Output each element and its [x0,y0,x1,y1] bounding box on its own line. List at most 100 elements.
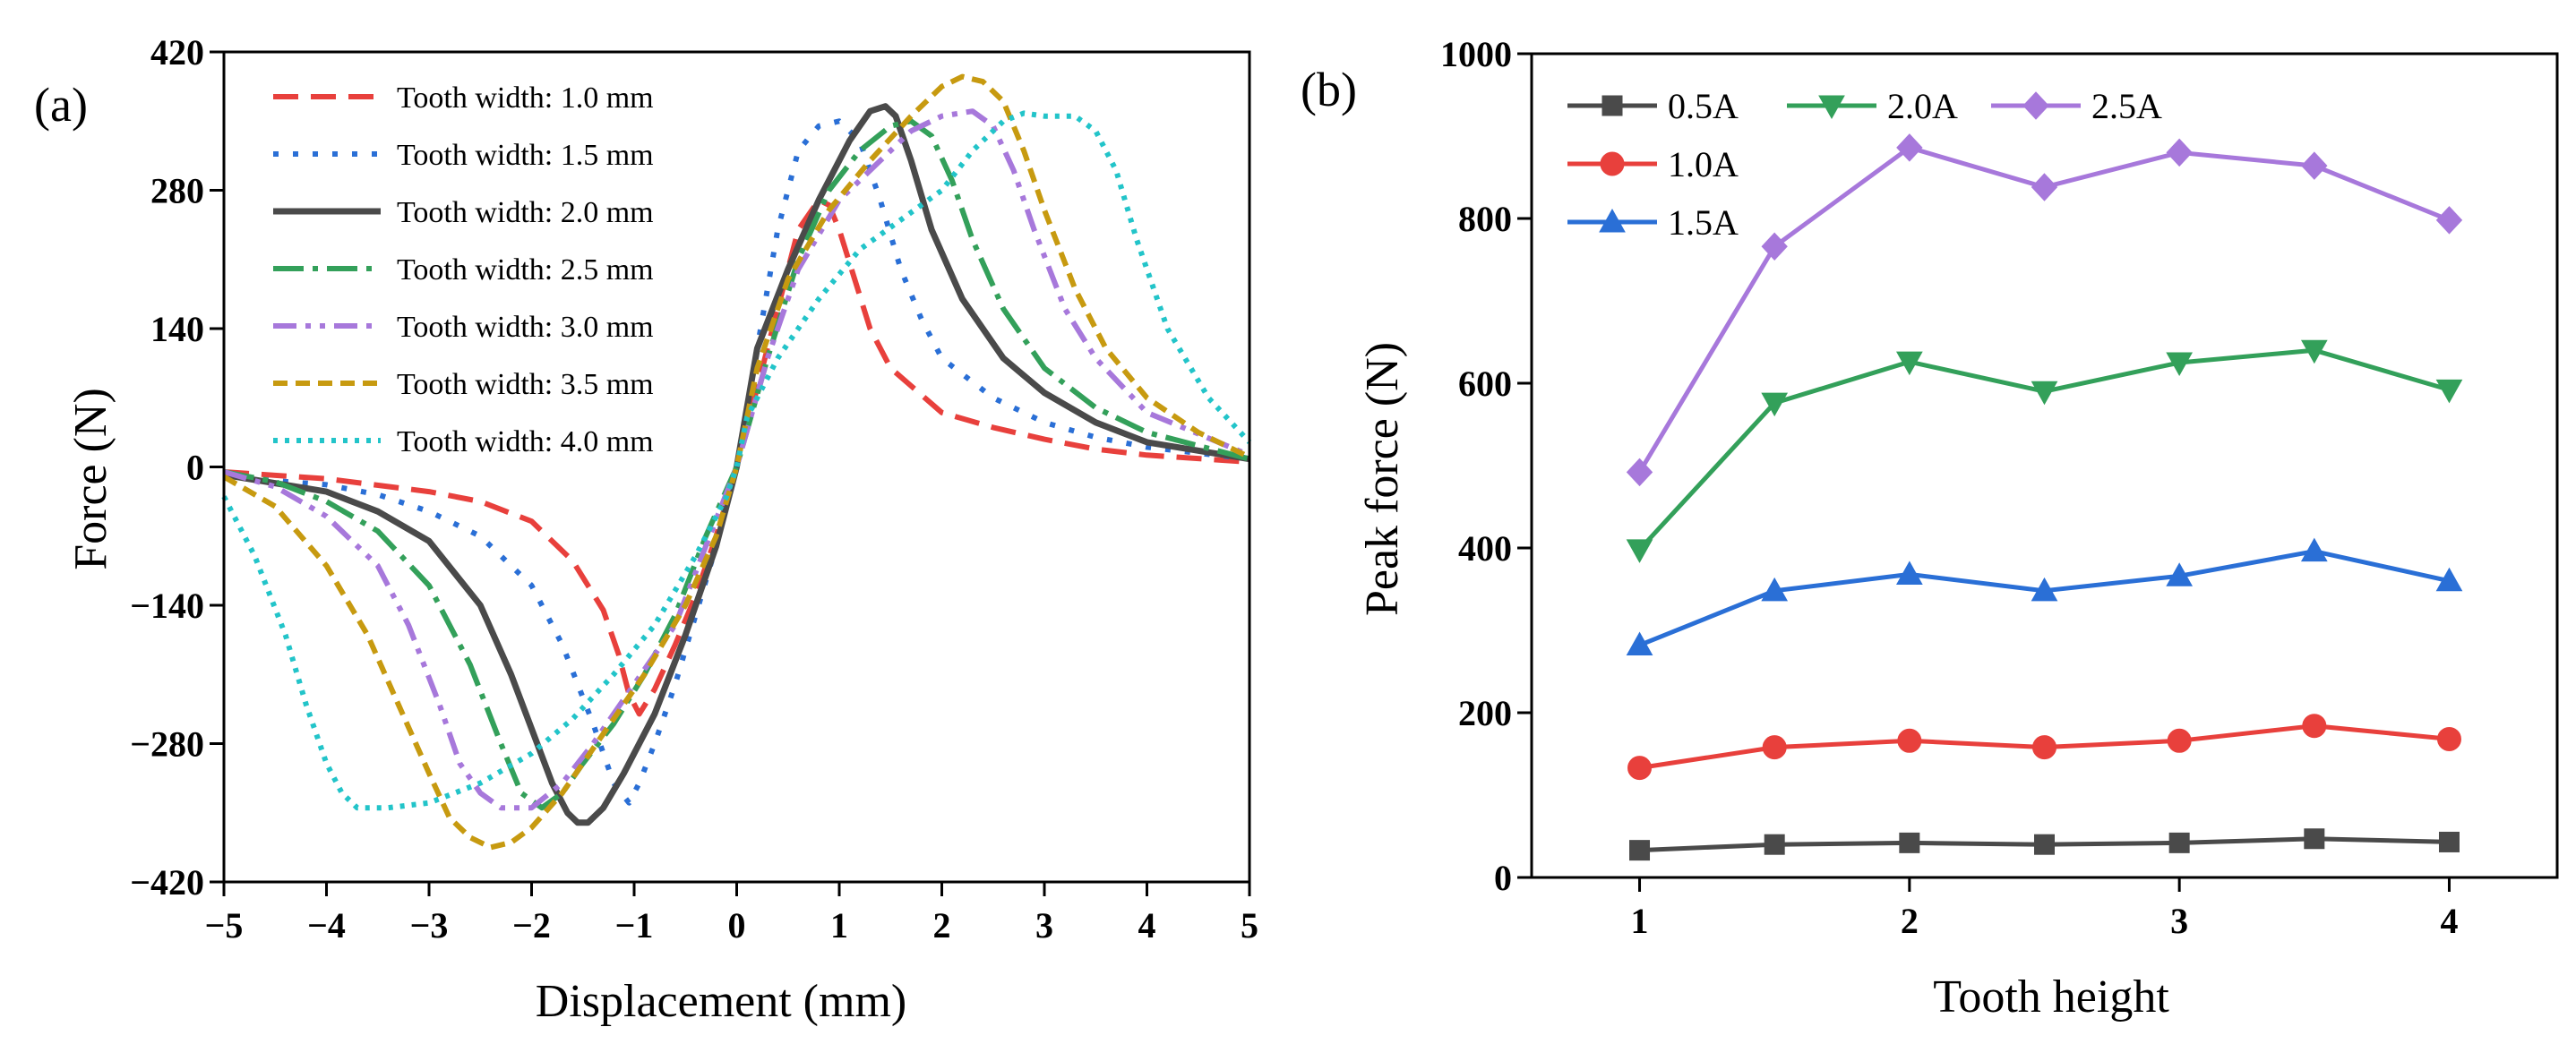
panel-a-x-tick-label: 4 [1138,905,1156,946]
data-point [2166,562,2194,586]
panel-a-x-tick-label: −5 [205,905,244,946]
data-point [1896,133,1923,162]
panel-a-plot-area: −5 −4 −3 −2 −1 0 1 2 3 4 5 −420 −280 −140 0 140 280 420 To… [130,32,1258,946]
panel-a-y-tick-label: 0 [186,448,204,488]
data-point [1627,756,1653,781]
data-point [1761,232,1788,261]
series-line-tooth-width-2-0-mm [223,103,1250,826]
panel-a-x-tick-label: −3 [410,905,449,946]
data-point [2438,831,2460,852]
panel-b-y-tick-label: 1000 [1440,34,1512,74]
data-point [1629,840,1651,861]
legend-label: Tooth width: 1.0 mm [397,81,654,115]
panel-b-x-tick-label: 4 [2440,901,2458,941]
panel-a-x-tick-label: 0 [728,905,746,946]
legend-label: Tooth width: 2.5 mm [397,253,654,287]
data-point [2031,381,2058,406]
panel-b-y-tick-label: 600 [1458,364,1512,404]
data-point [1897,728,1922,753]
panel-a-x-tick-label: 5 [1241,905,1258,946]
panel-a-y-tick-label: 420 [150,32,204,73]
data-point [1626,631,1653,656]
panel-a-x-tick-label: 2 [933,905,951,946]
legend-label: Tooth width: 4.0 mm [397,425,654,458]
panel-b-legend: 0.5A 1.0A 1.5A 2.0A 2.5A [1567,86,2162,243]
panel-b-y-axis-title: Peak force (N) [1357,342,1408,616]
legend-label: Tooth width: 2.0 mm [397,196,654,229]
panel-b-frame [1530,52,2559,879]
legend-label: Tooth width: 3.5 mm [397,368,654,401]
legend-label: 2.5A [2091,86,2162,126]
panel-a-x-axis-title: Displacement (mm) [536,976,906,1027]
series-1-5a [1626,537,2463,656]
panel-a-x-tick-label: −1 [615,905,654,946]
panel-b-y-tick-label: 400 [1458,528,1512,569]
panel-a-y-tick-label: −420 [130,862,204,903]
legend-marker [1599,208,1626,233]
data-point [2166,352,2194,377]
data-point [2300,537,2328,562]
panel-a-y-tick-label: −280 [130,724,204,765]
panel-a-legend: Tooth width: 1.0 mm Tooth width: 1.5 mm To… [273,81,654,458]
panel-a-x-tick-label: 1 [830,905,848,946]
panel-a-y-axis-title: Force (N) [65,388,116,570]
legend-marker [1818,95,1845,120]
panel-a-x-tick-label: −2 [512,905,551,946]
data-point [2300,339,2328,364]
data-point [2436,726,2461,751]
series-line-2-0a [1637,347,2451,552]
panel-b-y-tick-label: 200 [1458,693,1512,733]
panel-a-y-tick-label: 140 [150,309,204,349]
panel-b-x-tick-label: 1 [1631,901,1649,941]
data-point [1761,577,1789,602]
panel-b-x-tick-label: 2 [1901,901,1919,941]
panel-a-x-tick-label: −4 [307,905,346,946]
data-point [2435,567,2463,592]
legend-label: 1.0A [1668,144,1739,184]
data-point [1761,392,1789,417]
series-1-0a [1627,714,2461,781]
data-point [1626,539,1653,563]
legend-label: 2.0A [1887,86,1958,126]
data-point [2302,714,2327,739]
panel-b-chart: (b) 1 2 3 4 0 200 400 600 800 1000 0.5A 1.0A 1.5A 2.0… [1301,34,2559,1023]
data-point [2031,577,2058,602]
data-point [2034,834,2055,855]
panel-a-y-tick-label: 280 [150,171,204,211]
panel-b-plot-area: 1 2 3 4 0 200 400 600 800 1000 0.5A 1.0A 1.5A 2.0A 2.5… [1440,34,2559,941]
data-point [1899,832,1920,853]
data-point [2304,828,2325,850]
data-point [2168,832,2190,853]
series-line-tooth-width-4-0-mm [221,110,1252,811]
data-point [1762,735,1787,760]
data-point [2031,173,2058,201]
data-point [2166,138,2193,167]
panel-a-x-tick-label: 3 [1035,905,1053,946]
series-line-tooth-width-3-0-mm [223,108,1251,811]
data-point [1895,561,1923,585]
data-point [2032,735,2057,760]
panel-b-x-tick-label: 3 [2170,901,2188,941]
series-line-tooth-width-3-5-mm [222,73,1251,851]
series-2-5a [1626,133,2463,487]
panel-b-x-axis-title: Tooth height [1933,971,2169,1023]
data-point [1626,458,1653,487]
legend-label: 1.5A [1668,202,1739,243]
panel-b-y-tick-label: 800 [1458,199,1512,239]
data-point [2435,379,2463,404]
data-point [2435,206,2463,235]
data-point [2167,728,2192,753]
panel-a-y-tick-label: −140 [130,586,204,626]
legend-marker [2022,91,2049,120]
legend-label: Tooth width: 3.0 mm [397,311,654,344]
data-point [1764,834,1785,855]
legend-marker [1600,151,1625,176]
legend-label: 0.5A [1668,86,1739,126]
legend-marker [1601,95,1623,116]
legend-label: Tooth width: 1.5 mm [397,139,654,172]
panel-b-label: (b) [1301,63,1357,116]
series-0-5a [1629,828,2460,861]
panel-b-y-tick-label: 0 [1494,858,1512,898]
series-2-0a [1626,339,2463,563]
